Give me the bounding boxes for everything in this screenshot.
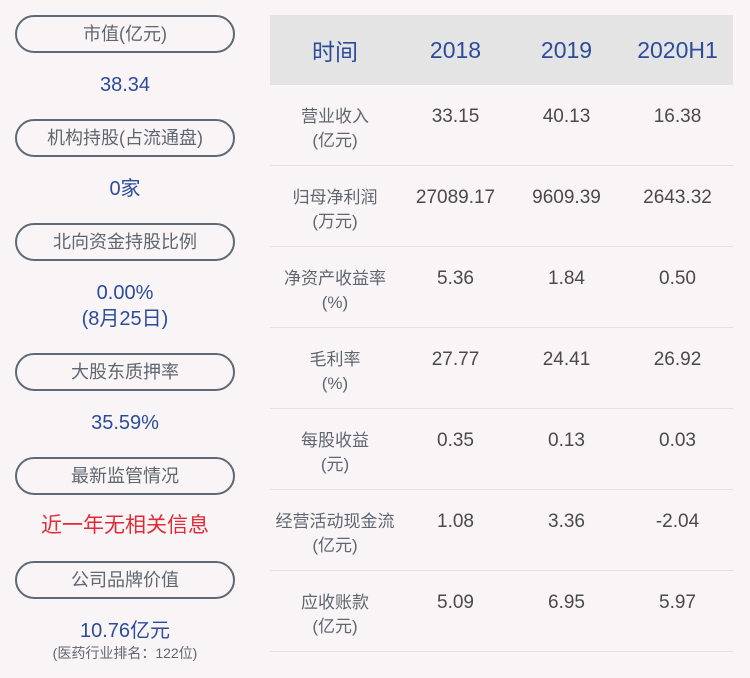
table-header: 时间 2018 2019 2020H1 <box>270 15 733 85</box>
table-cell: 27089.17 <box>415 187 496 208</box>
row-label-unit: (元) <box>320 455 350 474</box>
row-label-unit: (亿元) <box>312 617 358 636</box>
row-label: 净资产收益率 (%) <box>270 247 400 315</box>
header-period: 时间 <box>312 39 358 65</box>
institutional-holdings-value: 0家 <box>109 178 141 200</box>
header-2018: 2018 <box>429 36 482 63</box>
row-label: 每股收益 (元) <box>270 409 400 477</box>
table-row: 净资产收益率 (%) 5.36 1.84 0.50 <box>270 247 733 328</box>
row-label: 经营活动现金流 (亿元) <box>270 490 400 558</box>
table-cell: -2.04 <box>655 511 700 532</box>
financial-table: 时间 2018 2019 2020H1 营业收入 (亿元) 33.15 40.1… <box>270 15 733 652</box>
northbound-holding-value: 0.00% <box>96 282 154 304</box>
institutional-holdings-label: 机构持股(占流通盘) <box>15 119 235 157</box>
row-label: 应收账款 (亿元) <box>270 571 400 639</box>
table-row: 营业收入 (亿元) 33.15 40.13 16.38 <box>270 85 733 166</box>
row-label-text: 经营活动现金流 <box>275 512 395 531</box>
major-shareholder-pledge-label: 大股东质押率 <box>15 353 235 391</box>
table-row: 归母净利润 (万元) 27089.17 9609.39 2643.32 <box>270 166 733 247</box>
row-label: 营业收入 (亿元) <box>270 85 400 153</box>
northbound-holding-date: (8月25日) <box>81 308 169 330</box>
table-cell: 33.15 <box>431 106 480 127</box>
major-shareholder-pledge-value: 35.59% <box>91 412 159 434</box>
table-cell: 40.13 <box>542 106 591 127</box>
row-label: 毛利率 (%) <box>270 328 400 396</box>
table-cell: 0.35 <box>437 430 474 451</box>
row-label-text: 营业收入 <box>301 107 369 126</box>
row-label-unit: (%) <box>321 374 349 393</box>
table-row: 每股收益 (元) 0.35 0.13 0.03 <box>270 409 733 490</box>
regulatory-status-label: 最新监管情况 <box>15 457 235 495</box>
table-cell: 1.84 <box>548 268 585 289</box>
northbound-holding-label: 北向资金持股比例 <box>15 223 235 261</box>
brand-value-rank-note: (医药行业排名：122位) <box>52 645 198 661</box>
table-cell: 0.03 <box>659 430 696 451</box>
market-cap-value: 38.34 <box>99 74 151 96</box>
market-cap-label: 市值(亿元) <box>15 15 235 53</box>
row-label-unit: (%) <box>321 293 349 312</box>
row-label-text: 应收账款 <box>301 593 369 612</box>
row-label-text: 归母净利润 <box>292 188 378 207</box>
table-cell: 5.36 <box>437 268 474 289</box>
table-cell: 26.92 <box>653 349 702 370</box>
table-row: 毛利率 (%) 27.77 24.41 26.92 <box>270 328 733 409</box>
table-row: 经营活动现金流 (亿元) 1.08 3.36 -2.04 <box>270 490 733 571</box>
table-cell: 0.13 <box>548 430 585 451</box>
table-cell: 16.38 <box>653 106 702 127</box>
table-cell: 2643.32 <box>643 187 712 208</box>
row-label: 归母净利润 (万元) <box>270 166 400 234</box>
regulatory-status-value: 近一年无相关信息 <box>41 514 209 537</box>
header-2019: 2019 <box>540 36 593 63</box>
key-metrics-panel: 市值(亿元) 38.34 机构持股(占流通盘) 0家 北向资金持股比例 0.00… <box>0 0 250 678</box>
brand-value-value: 10.76亿元 <box>79 620 171 642</box>
brand-value-label: 公司品牌价值 <box>15 561 235 599</box>
table-cell: 0.50 <box>659 268 696 289</box>
table-cell: 1.08 <box>437 511 474 532</box>
row-label-text: 每股收益 <box>301 431 369 450</box>
table-cell: 27.77 <box>431 349 480 370</box>
row-label-unit: (万元) <box>312 212 358 231</box>
row-label-unit: (亿元) <box>312 536 358 555</box>
table-cell: 6.95 <box>548 592 585 613</box>
table-cell: 24.41 <box>542 349 591 370</box>
row-label-text: 净资产收益率 <box>284 269 386 288</box>
header-2020h1: 2020H1 <box>637 36 718 63</box>
table-cell: 5.09 <box>437 592 474 613</box>
table-cell: 5.97 <box>659 592 696 613</box>
row-label-unit: (亿元) <box>312 131 358 150</box>
table-cell: 9609.39 <box>532 187 601 208</box>
table-cell: 3.36 <box>548 511 585 532</box>
table-row: 应收账款 (亿元) 5.09 6.95 5.97 <box>270 571 733 652</box>
row-label-text: 毛利率 <box>309 350 361 369</box>
